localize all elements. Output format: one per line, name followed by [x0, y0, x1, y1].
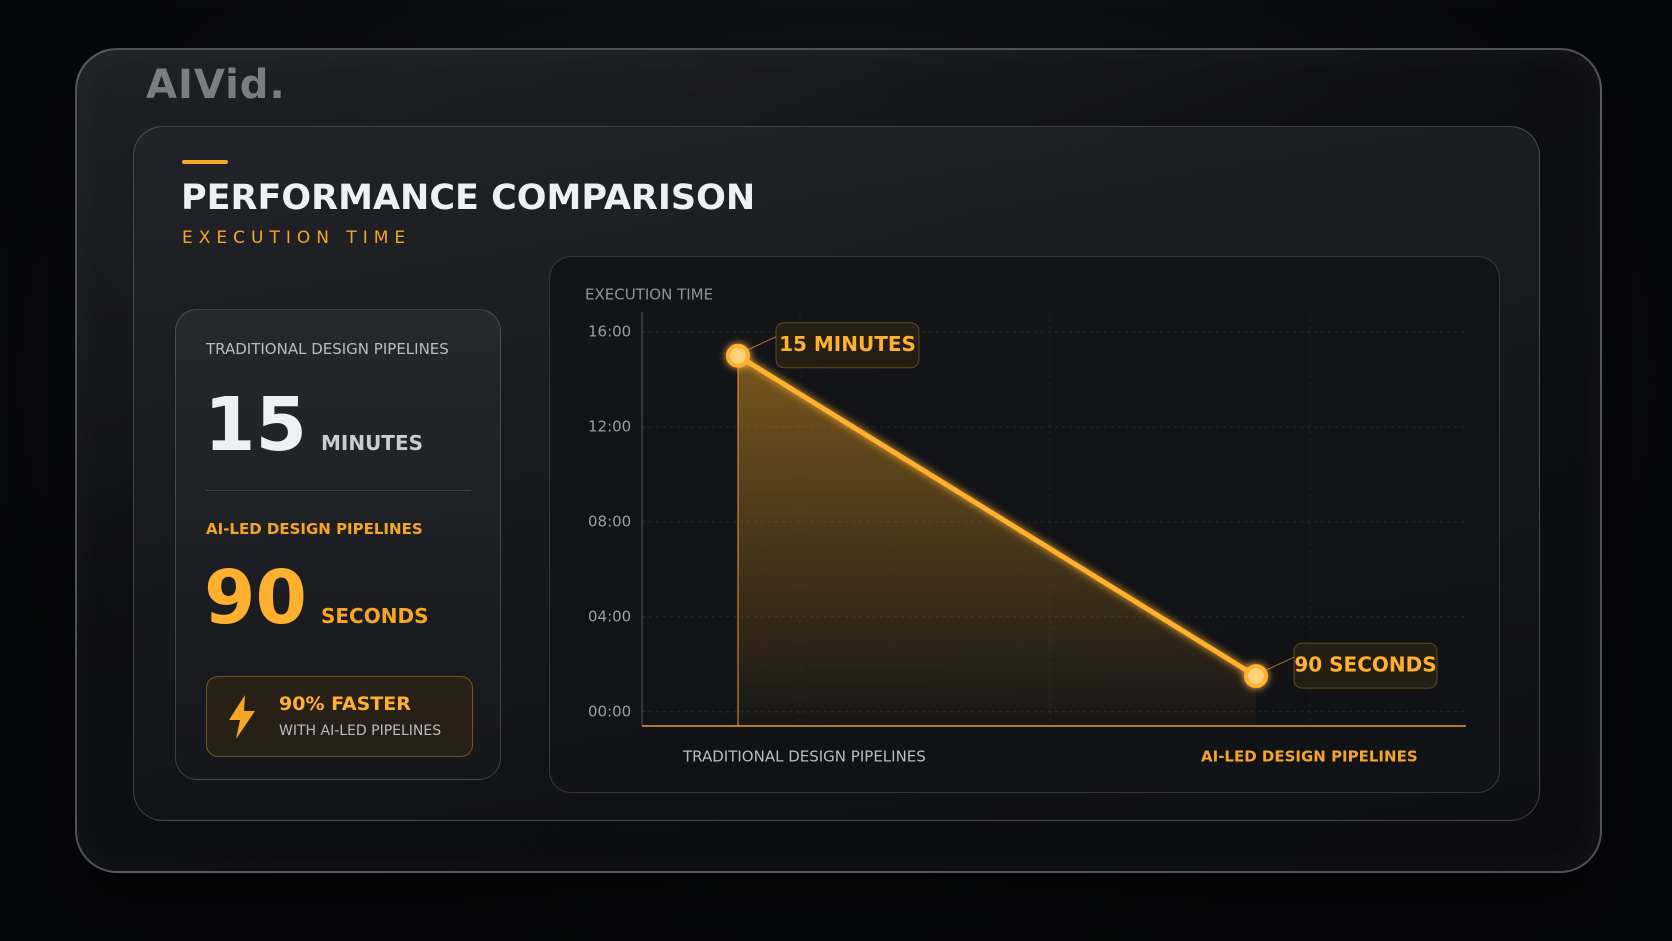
stat-value: 15 — [204, 382, 307, 468]
bolt-icon — [229, 695, 255, 739]
subtitle: EXECUTION TIME — [182, 228, 412, 248]
logo: AIVid. — [146, 62, 286, 108]
label-connector — [1265, 656, 1295, 671]
stat-unit: SECONDS — [320, 604, 429, 628]
point — [1244, 664, 1268, 689]
divider — [206, 490, 471, 491]
point — [726, 343, 750, 368]
area — [738, 355, 1256, 726]
y-tick-label: 12:00 — [588, 417, 631, 435]
badge-text: WITH AI-LED PIPELINES — [279, 723, 442, 739]
value-label-box — [1293, 642, 1438, 689]
y-tick-label: 08:00 — [588, 512, 631, 530]
badge: 90% FASTER WITH AI-LED PIPELINES — [206, 676, 473, 757]
x-tick-label: AI-LED DESIGN PIPELINES — [1201, 748, 1418, 766]
stat-unit: MINUTES — [320, 431, 424, 455]
value-label-box — [775, 322, 920, 369]
title: PERFORMANCE COMPARISON — [181, 178, 756, 218]
value-label: 15 MINUTES — [779, 332, 916, 356]
y-tick-label: 00:00 — [588, 702, 631, 720]
accent-bar — [182, 160, 228, 164]
stat-value: 90 — [204, 555, 307, 641]
line — [735, 353, 1259, 679]
label-connector — [747, 336, 777, 351]
stat: 90 SECONDS — [204, 561, 428, 635]
y-tick-label: 04:00 — [588, 607, 631, 625]
label: TRADITIONAL DESIGN PIPELINES — [206, 340, 449, 358]
value-label: 90 SECONDS — [1294, 653, 1436, 677]
chart-title: EXECUTION TIME — [585, 286, 713, 304]
x-tick-label: TRADITIONAL DESIGN PIPELINES — [682, 748, 926, 766]
badge-title: 90% FASTER — [279, 693, 411, 715]
label: AI-LED DESIGN PIPELINES — [206, 520, 423, 538]
chart: EXECUTION TIME 16:00 12:00 08:00 04:00 00:00… — [585, 286, 1466, 766]
summary-card: TRADITIONAL DESIGN PIPELINES 15 MINUTES … — [175, 309, 501, 780]
stat: 15 MINUTES — [204, 388, 423, 462]
chart-card: EXECUTION TIME 16:00 12:00 08:00 04:00 00:00… — [549, 256, 1500, 793]
y-tick-label: 16:00 — [588, 323, 631, 341]
